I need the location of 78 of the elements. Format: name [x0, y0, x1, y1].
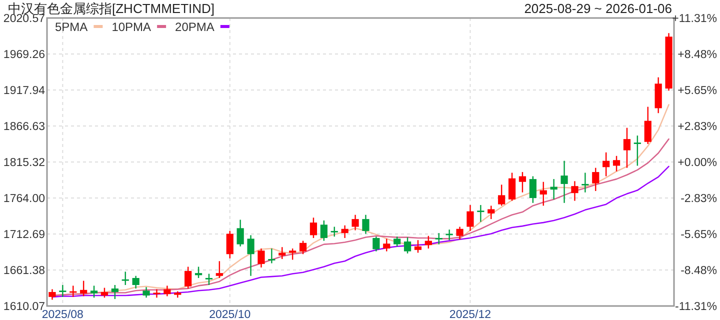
- candlestick: [634, 134, 641, 166]
- candlestick: [592, 167, 600, 192]
- candlestick: [644, 106, 652, 145]
- candlestick: [153, 288, 160, 298]
- candlestick: [612, 155, 620, 172]
- candlestick: [540, 181, 547, 206]
- candlestick: [508, 172, 516, 202]
- candlestick: [435, 232, 442, 245]
- candlestick: [184, 266, 192, 290]
- candlestick: [330, 226, 338, 238]
- candlestick: [268, 248, 276, 264]
- candlestick: [498, 184, 506, 206]
- y2-tick-label: -11.31%: [675, 301, 717, 313]
- candlestick: [80, 280, 88, 297]
- candlestick: [602, 152, 610, 177]
- candlestick: [310, 217, 318, 239]
- candlestick: [623, 127, 631, 168]
- legend-label: 20PMA: [175, 20, 214, 34]
- y-tick-label: 1661.38: [3, 265, 45, 277]
- candlestick: [122, 271, 129, 286]
- y-tick-label: 1712.69: [3, 229, 45, 242]
- x-tick-label: 2025/10: [209, 309, 251, 320]
- y2-tick-label: -2.83%: [680, 193, 717, 206]
- y2-tick-label: +0.00%: [678, 157, 717, 169]
- chart-title: 中汉有色金属综指[ZHCTMMETIND]: [8, 1, 215, 16]
- candlestick: [372, 236, 380, 252]
- candlestick: [48, 288, 56, 300]
- candlestick: [404, 236, 412, 254]
- candlestick: [216, 260, 223, 279]
- y2-tick-label: -5.65%: [680, 228, 717, 241]
- candlestick: [394, 236, 401, 248]
- chart-subtitle: 2025-08-29 ~ 2026-01-06: [524, 1, 672, 16]
- candlestick: [132, 275, 140, 290]
- y2-tick-label: +2.83%: [678, 120, 717, 133]
- candlestick: [289, 248, 296, 260]
- y2-tick-label: +5.65%: [678, 85, 717, 98]
- legend-label: 5PMA: [55, 20, 88, 34]
- candlestick: [414, 240, 422, 254]
- candlestick: [205, 273, 213, 286]
- candlestick: [320, 220, 328, 242]
- candlestick: [164, 285, 171, 297]
- y-tick-label: 1917.94: [3, 85, 46, 98]
- legend-label: 10PMA: [112, 20, 152, 34]
- candlestick: [194, 266, 202, 279]
- candlestick: [247, 234, 254, 276]
- candlestick: [59, 284, 66, 298]
- candlestick: [488, 205, 495, 220]
- candlestick: [100, 287, 108, 298]
- candlestick: [529, 176, 536, 204]
- y2-tick-label: -8.48%: [680, 264, 717, 277]
- candlestick: [341, 224, 348, 239]
- y-tick-label: 1866.63: [3, 121, 45, 133]
- x-tick-label: 2025/12: [449, 309, 492, 320]
- y-tick-label: 1969.26: [3, 49, 45, 61]
- candlestick: [352, 214, 359, 231]
- candlestick: [560, 160, 568, 204]
- candlestick: [236, 219, 244, 248]
- candlestick: [258, 248, 265, 268]
- y-tick-label: 2020.57: [3, 13, 45, 25]
- candlestick: [518, 171, 526, 193]
- candlestick: [477, 204, 484, 222]
- candlestick: [90, 285, 98, 298]
- candlestick: [571, 180, 578, 202]
- candlestick: [456, 226, 464, 240]
- y2-tick-label: +8.48%: [678, 49, 717, 62]
- candlestick: [466, 204, 474, 232]
- candlestick: [142, 286, 150, 298]
- candlestick: [582, 172, 589, 193]
- y2-tick-label: +11.31%: [672, 13, 717, 25]
- y-tick-label: 1764.00: [3, 193, 45, 206]
- candlestick: [299, 240, 307, 255]
- candlestick: [424, 235, 432, 250]
- candlestick: [226, 230, 234, 259]
- candlestick: [111, 284, 118, 300]
- y-tick-label: 1815.32: [3, 157, 45, 169]
- candlestick: [383, 238, 390, 252]
- candlestick: [362, 214, 370, 234]
- candlestick: [278, 246, 286, 260]
